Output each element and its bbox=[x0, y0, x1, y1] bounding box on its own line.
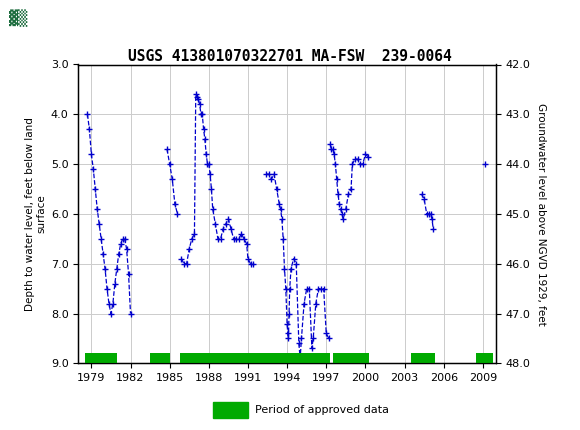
Bar bbox=[6, 3, 58, 33]
Bar bbox=[213, 402, 248, 418]
Bar bbox=[180, 353, 330, 363]
Bar bbox=[476, 353, 494, 363]
Text: ▓▒: ▓▒ bbox=[9, 9, 27, 27]
Y-axis label: Groundwater level above NGVD 1929, feet: Groundwater level above NGVD 1929, feet bbox=[536, 102, 546, 326]
Bar bbox=[150, 353, 170, 363]
Text: USGS: USGS bbox=[61, 9, 116, 27]
Text: Period of approved data: Period of approved data bbox=[255, 405, 389, 415]
Bar bbox=[333, 353, 369, 363]
Bar bbox=[411, 353, 434, 363]
Text: USGS 413801070322701 MA-FSW  239-0064: USGS 413801070322701 MA-FSW 239-0064 bbox=[128, 49, 452, 64]
Bar bbox=[85, 353, 118, 363]
Y-axis label: Depth to water level, feet below land
surface: Depth to water level, feet below land su… bbox=[25, 117, 46, 311]
